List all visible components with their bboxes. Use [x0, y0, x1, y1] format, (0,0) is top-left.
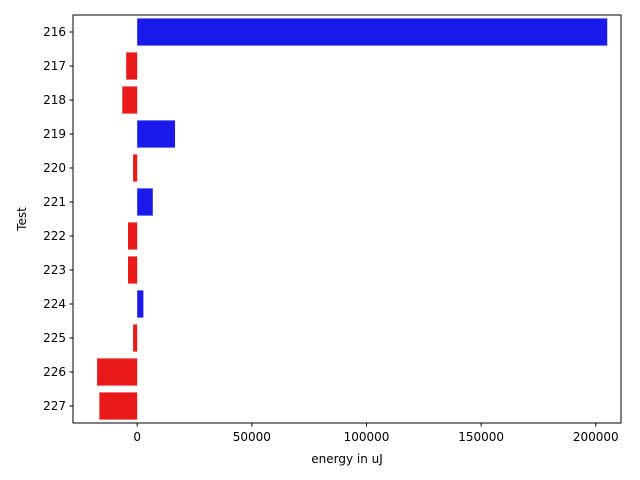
y-tick-label: 217 — [43, 59, 66, 73]
y-tick-label: 224 — [43, 297, 66, 311]
bar-223 — [128, 256, 138, 284]
y-tick-label: 222 — [43, 229, 66, 243]
x-tick-label: 200000 — [573, 430, 619, 444]
bar-220 — [133, 154, 138, 182]
bar-221 — [137, 188, 153, 216]
y-tick-label: 220 — [43, 161, 66, 175]
x-ticks-group: 0 50000 100000 150000 200000 — [133, 423, 619, 444]
bar-224 — [137, 290, 144, 318]
y-tick-label: 227 — [43, 399, 66, 413]
bar-222 — [128, 222, 138, 250]
y-tick-label: 216 — [43, 25, 66, 39]
x-tick-label: 150000 — [458, 430, 504, 444]
x-tick-label: 100000 — [344, 430, 390, 444]
y-axis-label: Test — [15, 207, 29, 232]
y-tick-label: 226 — [43, 365, 66, 379]
y-tick-label: 219 — [43, 127, 66, 141]
bar-218 — [122, 86, 138, 114]
y-tick-label: 223 — [43, 263, 66, 277]
bar-216 — [137, 18, 608, 46]
y-tick-label: 225 — [43, 331, 66, 345]
bar-227 — [99, 392, 138, 420]
bar-219 — [137, 120, 176, 148]
x-tick-label: 0 — [133, 430, 141, 444]
plot-frame — [72, 14, 622, 424]
x-tick-label: 50000 — [233, 430, 271, 444]
bars-group — [97, 18, 608, 420]
bar-225 — [133, 324, 138, 352]
y-ticks-group: 216 217 218 219 220 221 222 223 224 225 226 227 — [43, 25, 73, 413]
y-tick-label: 218 — [43, 93, 66, 107]
bar-217 — [126, 52, 138, 80]
y-tick-label: 221 — [43, 195, 66, 209]
x-axis-label: energy in uJ — [311, 452, 383, 466]
bar-226 — [97, 358, 138, 386]
